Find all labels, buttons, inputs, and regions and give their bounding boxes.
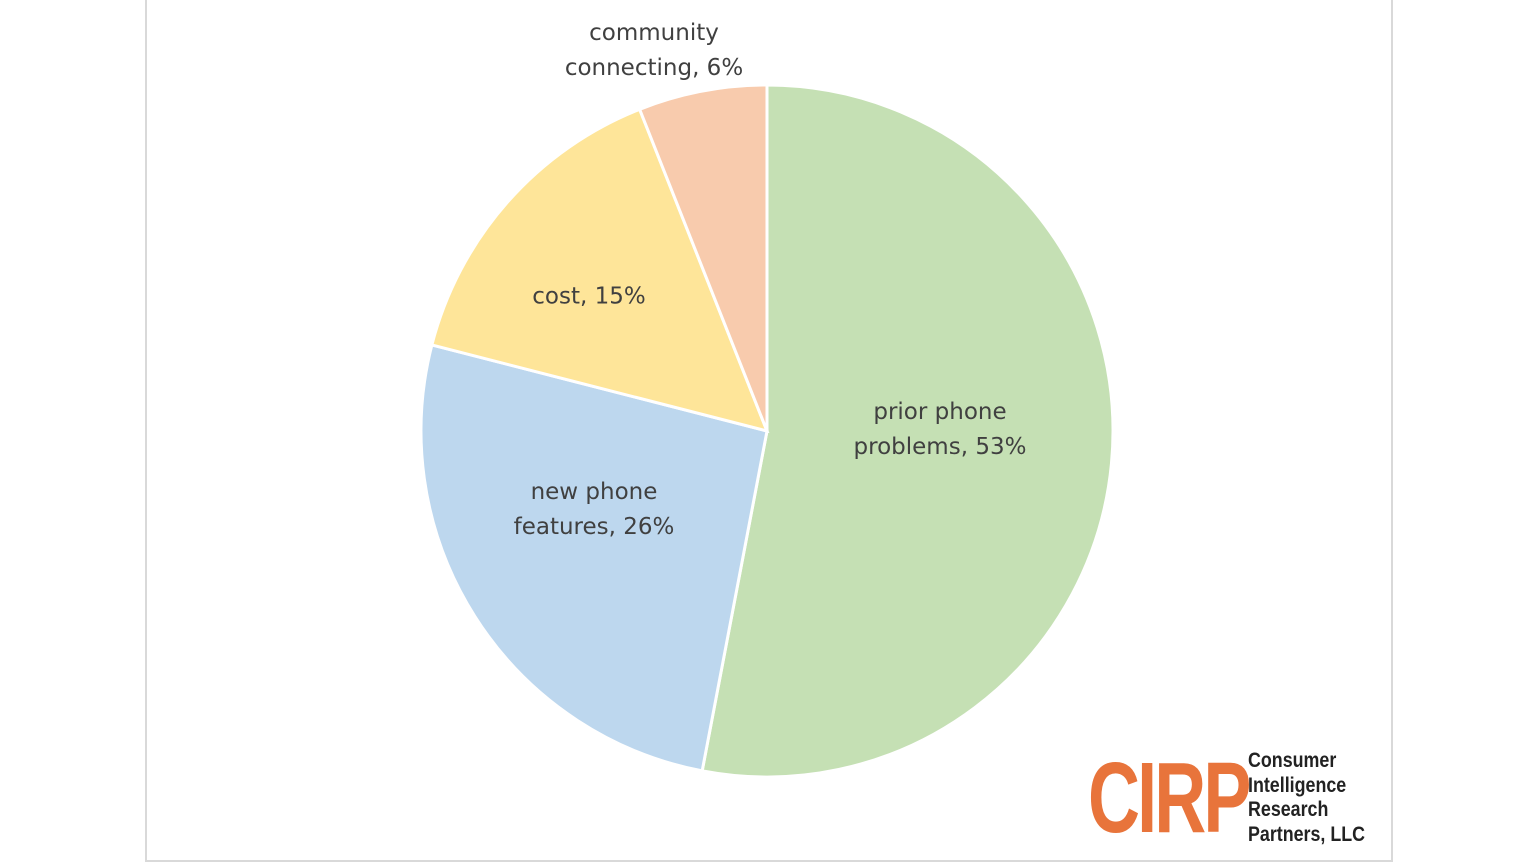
pie-slice (637, 83, 769, 432)
data-label: prior phone problems, 53% (853, 399, 1027, 460)
data-label: community connecting, 6% (564, 20, 744, 81)
data-label: new phone features, 26% (513, 479, 675, 540)
data-label: cost, 15% (532, 283, 646, 310)
pie-slice (430, 107, 770, 434)
logo-line: Partners, LLC (1248, 822, 1366, 846)
logo-line: Intelligence (1248, 773, 1347, 797)
logo-text: Consumer Intelligence Research Partners, LL… (1248, 749, 1365, 847)
logo: CIRP Consumer Intelligence Research Partner… (1088, 748, 1386, 848)
logo-line: Consumer (1248, 749, 1337, 772)
pie-slice (419, 343, 769, 773)
logo-mark: CIRP (1088, 742, 1251, 854)
pie-slice (700, 83, 1115, 779)
logo-line: Research (1248, 798, 1329, 821)
